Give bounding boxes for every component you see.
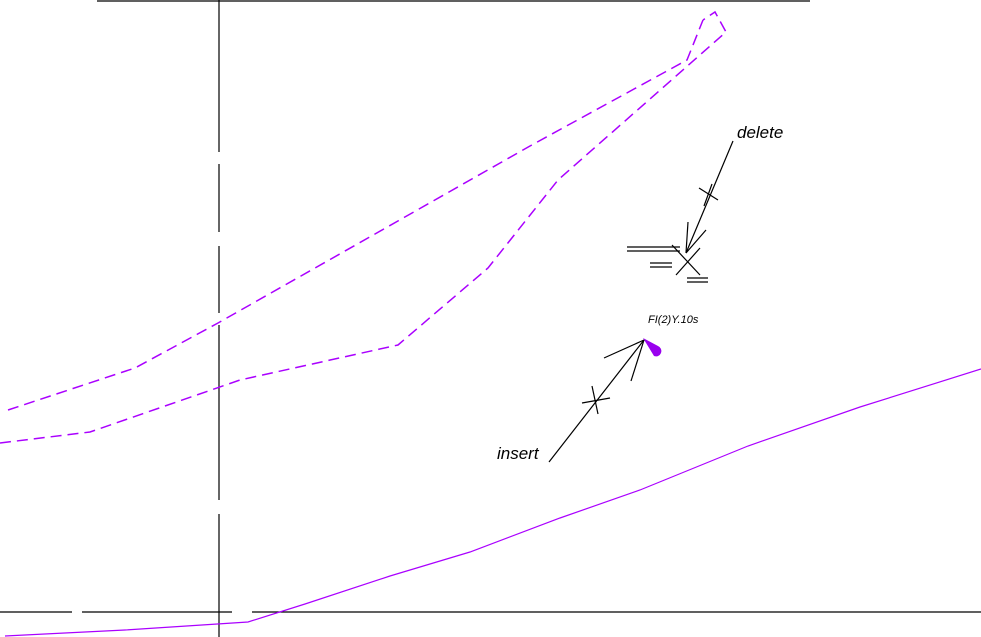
arrowhead-icon (685, 221, 707, 254)
cross-mark-icon (581, 385, 611, 415)
solid-curve (4, 368, 981, 637)
cross-mark-icon (698, 183, 719, 207)
arrowhead-icon (603, 339, 645, 382)
delete-label: delete (737, 123, 783, 142)
insert-pointer (548, 339, 645, 463)
delete-symbol (627, 244, 708, 283)
insert-label: insert (497, 444, 540, 463)
dashed-curve-lower (0, 10, 727, 444)
dashed-curve-upper (7, 19, 704, 411)
delete-pointer (685, 140, 734, 254)
teardrop-marker-icon (643, 338, 662, 357)
tag-label: FI(2)Y.10s (648, 314, 699, 326)
